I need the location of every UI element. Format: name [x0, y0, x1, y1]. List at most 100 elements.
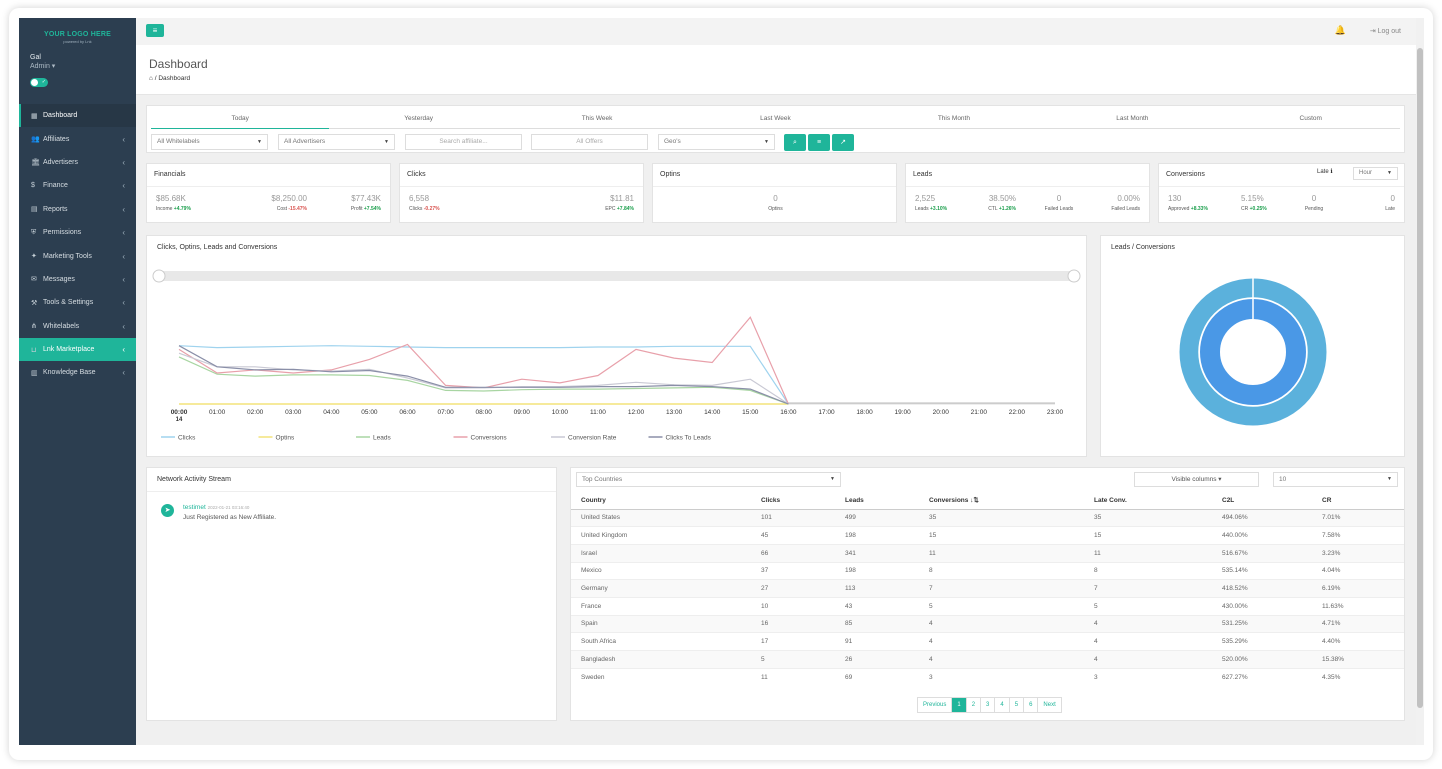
table-cell: Spain — [571, 614, 751, 633]
column-header[interactable]: Clicks — [751, 492, 835, 510]
sidebar-item-reports[interactable]: ▤ Reports ‹ — [19, 198, 136, 221]
hour-select[interactable]: Hour ▼ — [1353, 167, 1398, 180]
clicks-metric: 6,558 Clicks -0.27% — [409, 194, 440, 212]
cr-value: 5.15% — [1241, 194, 1264, 203]
x-tick-label: 10:00 — [552, 409, 569, 416]
table-cell: 8 — [919, 561, 1084, 580]
logo[interactable]: YOUR LOGO HERE powered by Lnk — [19, 18, 136, 52]
menu-toggle-button[interactable]: ≡ — [146, 24, 164, 37]
caret-down-icon: ▼ — [764, 139, 769, 145]
status-toggle[interactable]: ✓ — [30, 78, 48, 87]
sitemap-icon: ⋔ — [31, 323, 37, 331]
page-link[interactable]: 3 — [981, 698, 996, 712]
tab-today[interactable]: Today — [151, 111, 330, 129]
column-header[interactable]: C2L — [1212, 492, 1312, 510]
legend-item[interactable]: Clicks To Leads — [666, 435, 712, 442]
advertisers-select[interactable]: All Advertisers ▼ — [278, 134, 395, 150]
sidebar-item-tools-settings[interactable]: ⚒ Tools & Settings ‹ — [19, 291, 136, 314]
table-cell: 45 — [751, 526, 835, 545]
tab-custom[interactable]: Custom — [1299, 115, 1322, 122]
tab-this-month[interactable]: This Month — [937, 115, 970, 122]
clicks-change: -0.27% — [423, 206, 440, 212]
cost-label: Cost — [276, 206, 287, 212]
legend-item[interactable]: Leads — [373, 435, 391, 442]
activity-user-link[interactable]: testimet — [183, 504, 206, 511]
page-link[interactable]: 6 — [1024, 698, 1039, 712]
sidebar-item-label: Marketing Tools — [43, 252, 92, 260]
whitelabels-select[interactable]: All Whitelabels ▼ — [151, 134, 268, 150]
sidebar-item-advertisers[interactable]: 🏛 Advertisers ‹ — [19, 151, 136, 174]
tab-last-month[interactable]: Last Month — [1116, 115, 1149, 122]
donut-ring-conversions[interactable] — [1200, 299, 1306, 405]
table-row: Spain 16 85 4 4 531.25% 4.71% — [571, 614, 1404, 633]
trend-button[interactable]: ↗ — [832, 134, 854, 151]
page-link[interactable]: 1 — [952, 698, 967, 712]
x-tick-label: 02:00 — [247, 409, 264, 416]
column-header[interactable]: CR — [1312, 492, 1404, 510]
legend-item[interactable]: Optins — [276, 435, 296, 442]
offers-select[interactable]: All Offers — [531, 134, 648, 150]
income-change: +4.79% — [173, 206, 191, 212]
divider — [400, 186, 643, 187]
pending-value: 0 — [1311, 194, 1317, 203]
legend-item[interactable]: Clicks — [178, 435, 196, 442]
table-cell: 7 — [1084, 579, 1212, 598]
column-header[interactable]: Leads — [835, 492, 919, 510]
table-row: Germany 27 113 7 7 418.52% 6.19% — [571, 579, 1404, 598]
page-link[interactable]: 2 — [967, 698, 982, 712]
legend-item[interactable]: Conversion Rate — [568, 435, 617, 442]
user-role-dropdown[interactable]: Admin ▾ — [30, 63, 56, 70]
table-cell: 7 — [919, 579, 1084, 598]
logout-link[interactable]: ⇥ Log out — [1369, 28, 1401, 35]
cost-value: $8,250.00 — [271, 194, 307, 203]
sidebar-item-label: Messages — [43, 275, 75, 283]
pending-metric: 0 Pending — [1299, 194, 1329, 212]
sidebar-nav: ▦ Dashboard 👥 Affiliates ‹ 🏛 Advertisers ‹ $ Fina… — [19, 104, 136, 385]
page-link[interactable]: Next — [1043, 702, 1056, 708]
top-countries-select[interactable]: Top Countries ▼ — [576, 472, 841, 487]
divider — [147, 186, 390, 187]
page-size-select[interactable]: 10 ▼ — [1273, 472, 1398, 487]
filter-button[interactable]: ≡ — [808, 134, 830, 151]
sidebar-item-marketing-tools[interactable]: ✦ Marketing Tools ‹ — [19, 244, 136, 267]
sidebar-item-finance[interactable]: $ Finance ‹ — [19, 174, 136, 197]
geos-select[interactable]: Geo's ▼ — [658, 134, 775, 150]
column-header[interactable]: Conversions ↓⇅ — [919, 492, 1084, 510]
breadcrumb[interactable]: ⌂ / Dashboard — [149, 75, 191, 82]
series-line-leads — [178, 356, 789, 405]
scrollbar[interactable] — [1416, 18, 1424, 745]
search-affiliate-input[interactable]: Search affiliate... — [405, 134, 522, 150]
line-chart[interactable]: 00:00 01:00 02:00 03:00 04:00 05:00 06:00 07:00… — [147, 256, 1086, 456]
chevron-left-icon: ‹ — [122, 204, 125, 214]
bank-icon: 🏛 — [31, 159, 40, 167]
sidebar-item-knowledge-base[interactable]: ▥ Knowledge Base ‹ — [19, 361, 136, 384]
table-cell: 531.25% — [1212, 614, 1312, 633]
bell-icon[interactable]: 🔔 — [1334, 25, 1346, 35]
epc-sub: EPC +7.84% — [605, 206, 634, 212]
visible-columns-button[interactable]: Visible columns ▾ — [1134, 472, 1259, 487]
donut-chart[interactable] — [1101, 256, 1404, 456]
sidebar-item-affiliates[interactable]: 👥 Affiliates ‹ — [19, 127, 136, 150]
sidebar-item-permissions[interactable]: ⛨ Permissions ‹ — [19, 221, 136, 244]
sidebar-item-whitelabels[interactable]: ⋔ Whitelabels ‹ — [19, 315, 136, 338]
page-link[interactable]: 4 — [995, 698, 1010, 712]
profit-metric: $77.43K Profit +7.54% — [351, 194, 381, 212]
column-header[interactable]: Late Conv. — [1084, 492, 1212, 510]
sidebar-item-dashboard[interactable]: ▦ Dashboard — [19, 104, 136, 128]
search-button[interactable]: ⌕ — [784, 134, 806, 151]
table-row: Mexico 37 198 8 8 535.14% 4.04% — [571, 561, 1404, 580]
table-cell: 7.58% — [1312, 526, 1404, 545]
legend-item[interactable]: Conversions — [471, 435, 508, 442]
clicks-sub: Clicks -0.27% — [409, 206, 440, 212]
page-link[interactable]: 5 — [1010, 698, 1025, 712]
leads-value: 2,525 — [915, 194, 936, 203]
column-header[interactable]: Country — [571, 492, 751, 510]
sidebar-item-lnk-marketplace[interactable]: ⊔ Lnk Marketplace ‹ — [19, 337, 136, 362]
tab-last-week[interactable]: Last Week — [760, 115, 791, 122]
sidebar-item-messages[interactable]: ✉ Messages ‹ — [19, 268, 136, 291]
tab-this-week[interactable]: This Week — [581, 115, 613, 122]
epc-change: +7.84% — [616, 206, 634, 212]
page-link[interactable]: Previous — [918, 698, 953, 712]
tab-yesterday[interactable]: Yesterday — [404, 115, 433, 122]
scrollbar-thumb[interactable] — [1417, 48, 1423, 708]
